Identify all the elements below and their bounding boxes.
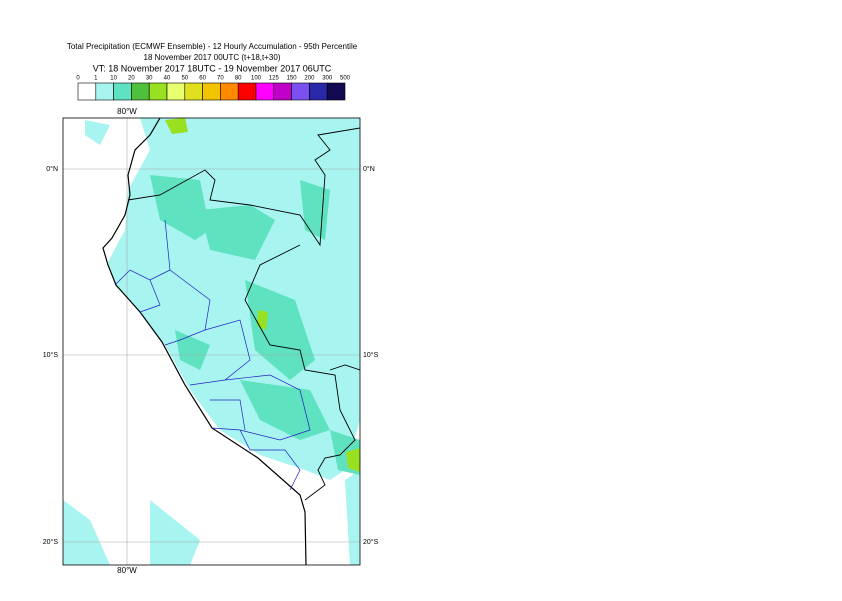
- legend-swatch: [291, 82, 310, 101]
- legend-label: 20: [128, 76, 135, 82]
- legend-label: 30: [146, 76, 153, 82]
- legend-swatch: [184, 82, 203, 101]
- legend-label: 1: [94, 76, 98, 82]
- legend-swatch: [131, 82, 150, 101]
- legend-label: 500: [340, 76, 351, 82]
- title-line: 18 November 2017 00UTC (t+18,t+30): [144, 53, 281, 62]
- legend-swatch: [77, 82, 97, 101]
- legend-swatch: [309, 82, 328, 101]
- legend-label: 80: [235, 76, 242, 82]
- legend-swatch: [273, 82, 292, 101]
- legend-swatch: [166, 82, 186, 101]
- legend-label: 10: [110, 76, 117, 82]
- legend-label: 300: [322, 76, 333, 82]
- precip-teal: [150, 175, 360, 475]
- legend-swatch: [95, 82, 114, 101]
- legend-swatch: [237, 82, 257, 101]
- legend-swatch: [148, 82, 168, 101]
- title-line: Total Precipitation (ECMWF Ensemble) - 1…: [67, 42, 358, 51]
- legend-swatch: [255, 82, 275, 101]
- legend-label: 0: [76, 76, 80, 82]
- legend-label: 200: [304, 76, 315, 82]
- legend-swatch: [326, 82, 346, 101]
- lon-label: 80°W: [117, 566, 137, 575]
- lat-label: 20°S: [43, 538, 59, 546]
- map-frame: [62, 117, 361, 566]
- title-line: VT: 18 November 2017 18UTC - 19 November…: [93, 63, 332, 73]
- lat-label: 0°N: [363, 165, 375, 173]
- legend-label: 60: [199, 76, 206, 82]
- legend-label: 125: [269, 76, 280, 82]
- legend-label: 100: [251, 76, 262, 82]
- legend: 0 1 10 20 30 40 50 60 70 80 100 125 150 200 300 500: [76, 76, 351, 101]
- lon-label: 80°W: [117, 107, 137, 116]
- lat-label: 10°S: [363, 351, 379, 359]
- legend-swatch: [220, 82, 239, 101]
- lat-label: 10°S: [43, 351, 59, 359]
- lat-label: 20°S: [363, 538, 379, 546]
- legend-label: 40: [164, 76, 171, 82]
- map: [63, 118, 360, 565]
- legend-swatch: [113, 82, 132, 101]
- lat-label: 0°N: [46, 165, 58, 173]
- legend-label: 150: [287, 76, 298, 82]
- legend-label: 70: [217, 76, 224, 82]
- legend-swatch: [202, 82, 221, 101]
- legend-label: 50: [181, 76, 188, 82]
